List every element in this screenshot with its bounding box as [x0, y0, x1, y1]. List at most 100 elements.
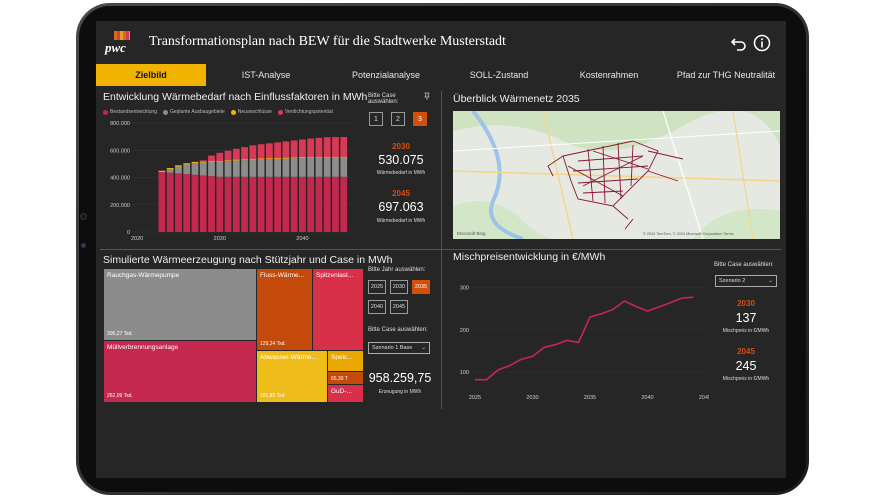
treemap-tile[interactable]: Müllverbrennungsanlage 262,09 Tsd. [104, 341, 256, 402]
treemap-tile[interactable]: Spitzenlast... [313, 269, 363, 350]
x-tick-label: 2025 [469, 395, 481, 401]
generation-kpi-label: Erzeugung in MWh [378, 389, 422, 395]
tablet-camera [80, 213, 87, 220]
price-kpi1-value: 137 [735, 311, 757, 325]
bar-segment [158, 170, 166, 173]
bar-segment [166, 169, 174, 173]
legend-item: Neuanschlüsse [230, 109, 272, 115]
bar-segment [232, 159, 240, 161]
bar-segment [257, 176, 265, 232]
y-tick-label: 800.000 [110, 121, 130, 127]
tile-value: 305,27 Tsd. [107, 331, 133, 337]
bar-segment [208, 161, 215, 177]
tab-ist-analyse[interactable]: IST-Analyse [241, 70, 291, 80]
logo-text: pwc [105, 40, 126, 55]
horizontal-divider [100, 249, 782, 250]
treemap-tile[interactable]: Abwasser-Wärme... 101,83 Tsd. [257, 351, 327, 402]
demand-case-3-button[interactable]: 3 [413, 112, 427, 126]
price-kpi2-year: 2045 [737, 347, 755, 356]
tile-label: Speic... [331, 354, 353, 361]
generation-kpi-value: 958.259,75 [368, 371, 432, 385]
tile-value: 129,24 Tsd. [260, 341, 286, 347]
bar-segment [307, 138, 315, 157]
demand-kpi2-label: Wärmebedarf in MWh [376, 218, 426, 224]
tab-kostenrahmen[interactable]: Kostenrahmen [579, 70, 639, 80]
bar-segment [290, 158, 298, 177]
bar-segment [224, 159, 232, 162]
tab-potenzialanalyse[interactable]: Potenzialanalyse [351, 70, 421, 80]
bar-segment [158, 172, 166, 232]
legend-item: Verdichtungspotential [277, 109, 333, 115]
year-2035-button[interactable]: 2035 [412, 280, 430, 294]
bar-segment [340, 176, 348, 232]
demand-case-1-button[interactable]: 1 [369, 112, 383, 126]
bar-segment [282, 158, 290, 177]
price-case-label: Bitte Case auswählen: [714, 262, 774, 268]
treemap-tile[interactable]: GuD-... [328, 385, 363, 402]
bar-segment [265, 143, 273, 159]
bar-segment [199, 160, 207, 162]
demand-case-2-button[interactable]: 2 [391, 112, 405, 126]
tab-soll-zustand[interactable]: SOLL-Zustand [469, 70, 529, 80]
bar-segment [183, 174, 191, 232]
bar-segment [299, 158, 306, 177]
bar-segment [216, 161, 224, 177]
page-title: Transformationsplan nach BEW für die Sta… [149, 34, 506, 49]
bar-segment [307, 157, 315, 177]
pin-icon[interactable] [423, 92, 431, 100]
bar-segment [315, 156, 323, 158]
bar-segment [216, 152, 224, 162]
bar-segment [241, 176, 248, 232]
price-kpi2-label: Mischpreis in €/MWh [722, 376, 770, 382]
year-2045-button[interactable]: 2045 [390, 300, 408, 314]
bar-segment [249, 158, 257, 160]
bar-segment [257, 159, 265, 177]
logo-mark [114, 31, 130, 40]
x-tick-label: 2040 [296, 236, 308, 242]
tab-zielbild[interactable]: Zielbild [96, 64, 206, 86]
bar-segment [282, 141, 290, 158]
legend-dot [162, 109, 168, 115]
map-attribution: © 2024 TomTom, © 2024 Microsoft Corporat… [643, 232, 734, 236]
year-2030-button[interactable]: 2030 [390, 280, 408, 294]
dropdown-value: Szenario 2 [719, 278, 746, 284]
x-tick-label: 2045 [699, 395, 709, 401]
demand-kpi2-year: 2045 [392, 189, 410, 198]
tile-label: Spitzenlast... [316, 272, 354, 279]
year-2025-button[interactable]: 2025 [368, 280, 386, 294]
year-2040-button[interactable]: 2040 [368, 300, 386, 314]
tile-label: Müllverbrennungsanlage [107, 344, 179, 351]
bar-segment [257, 144, 265, 159]
back-icon[interactable] [730, 34, 748, 52]
y-tick-label: 600.000 [110, 148, 130, 154]
legend-label: Verdichtungspotential [284, 109, 333, 115]
price-title: Mischpreisentwicklung in €/MWh [453, 251, 606, 263]
generation-case-dropdown[interactable]: Szenario 1 Base ⌄ [368, 342, 430, 354]
bar-segment [216, 176, 224, 232]
treemap-tile[interactable]: Speic... [328, 351, 363, 371]
legend-label: Bestandsentwicklung [110, 109, 157, 115]
price-case-dropdown[interactable]: Szenario 2 ⌄ [715, 275, 777, 287]
treemap-tile[interactable]: Rauchgas-Wärmepumpe 305,27 Tsd. [104, 269, 256, 340]
demand-kpi1-label: Wärmebedarf in MWh [376, 170, 426, 176]
tab-bar: Zielbild IST-Analyse Potenzialanalyse SO… [96, 64, 786, 86]
bar-segment [208, 160, 215, 162]
tablet-sensor [81, 243, 86, 248]
bar-segment [315, 137, 323, 157]
tile-value: 65,30 T [331, 376, 348, 382]
treemap-tile[interactable]: Fluss-Wärme... 129,24 Tsd. [257, 269, 312, 350]
info-icon[interactable] [753, 34, 771, 52]
pwc-logo: pwc [105, 31, 135, 55]
y-tick-label: 200 [460, 328, 469, 334]
tab-thg-pfad[interactable]: Pfad zur THG Neutralität [676, 70, 776, 80]
bar-segment [323, 176, 331, 232]
y-tick-label: 0 [127, 230, 130, 236]
y-tick-label: 100 [460, 370, 469, 376]
x-tick-label: 2040 [641, 395, 653, 401]
tile-value: 262,09 Tsd. [107, 393, 133, 399]
x-tick-label: 2020 [131, 236, 143, 242]
price-line [475, 296, 694, 381]
legend-item: Geplante Ausbaugebiete [162, 109, 225, 115]
network-map[interactable]: Microsoft Bing © 2024 TomTom, © 2024 Mic… [453, 111, 780, 239]
treemap-tile[interactable]: 65,30 T [328, 372, 363, 384]
